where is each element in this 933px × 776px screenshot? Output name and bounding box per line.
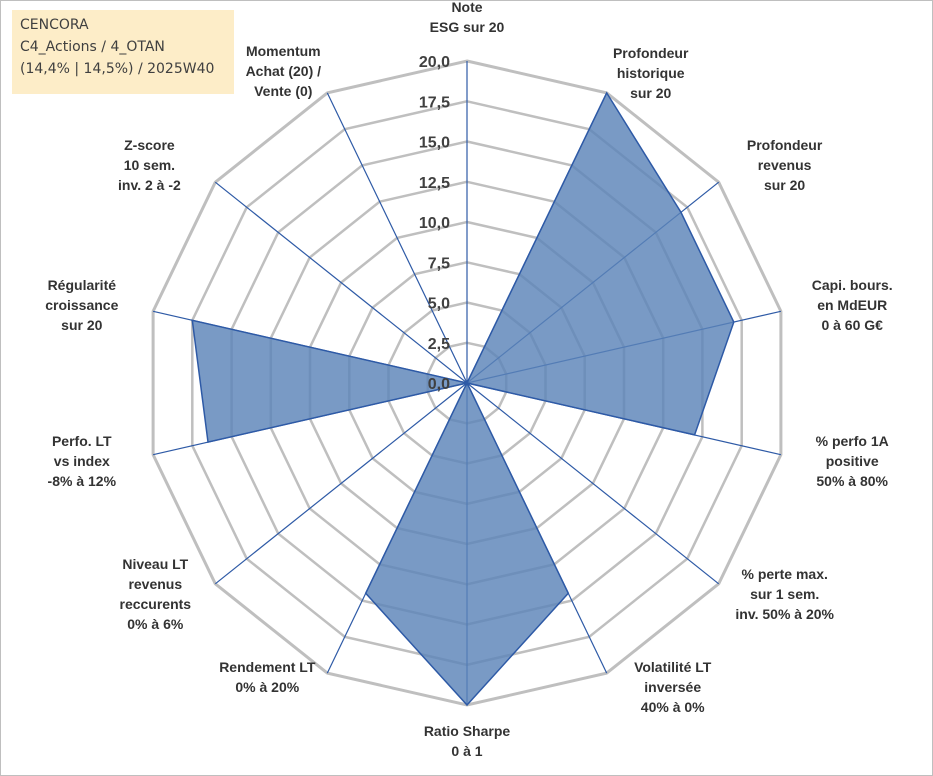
axis-label-line: Capi. bours. <box>812 277 893 293</box>
axis-label-line: 50% à 80% <box>816 473 888 489</box>
axis-label-line: en MdEUR <box>817 297 887 313</box>
axis-label: Capi. bours. en MdEUR 0 à 60 G€ <box>812 277 893 333</box>
axis-label: Profondeur revenus sur 20 <box>747 137 823 193</box>
axis-label-line: sur 20 <box>630 85 671 101</box>
axis-label: % perfo 1A positive 50% à 80% <box>816 433 889 489</box>
axis-label-line: positive <box>826 453 879 469</box>
axis-label-line: 10 sem. <box>124 157 175 173</box>
axis-label-line: 0% à 20% <box>235 679 299 695</box>
axis-spoke <box>214 181 468 384</box>
axis-label-line: % perfo 1A <box>816 433 889 449</box>
axis-label-line: sur 20 <box>61 317 102 333</box>
axis-spoke <box>214 382 468 585</box>
tick-label: 10,0 <box>419 215 450 232</box>
tick-label: 7,5 <box>428 255 450 272</box>
axis-label-line: Vente (0) <box>254 83 312 99</box>
axis-label-line: ESG sur 20 <box>430 19 505 35</box>
axis-label-line: Rendement LT <box>219 659 316 675</box>
tick-label: 17,5 <box>419 94 450 111</box>
axis-label-line: 0% à 6% <box>127 616 184 632</box>
info-score-week: (14,4% | 14,5%) / 2025W40 <box>20 61 215 77</box>
axis-label-line: Profondeur <box>747 137 823 153</box>
axis-label-line: Momentum <box>246 43 321 59</box>
axis-label: Momentum Achat (20) / Vente (0) <box>246 43 322 99</box>
info-box: CENCORA C4_Actions / 4_OTAN (14,4% | 14,… <box>12 10 234 94</box>
axis-label-line: Ratio Sharpe <box>424 723 511 739</box>
axis-label-line: 0 à 60 G€ <box>821 317 883 333</box>
tick-label: 12,5 <box>419 175 450 192</box>
axis-label-line: 0 à 1 <box>451 743 482 759</box>
radar-axis-labels: Note ESG sur 20 Profondeur historique sur 20… <box>45 0 892 759</box>
axis-label-line: inv. 50% à 20% <box>735 606 834 622</box>
axis-label-line: reccurents <box>120 596 192 612</box>
axis-label-line: 40% à 0% <box>641 699 705 715</box>
axis-label-line: inversée <box>644 679 701 695</box>
axis-label: Régularité croissance sur 20 <box>45 277 118 333</box>
axis-label-line: % perte max. <box>742 566 828 582</box>
axis-label: Niveau LT revenus reccurents 0% à 6% <box>120 556 192 632</box>
axis-label: Perfo. LT vs index -8% à 12% <box>48 433 117 489</box>
tick-label: 0,0 <box>428 376 450 393</box>
axis-label-line: sur 1 sem. <box>750 586 819 602</box>
series-area <box>191 91 735 707</box>
axis-label-line: Note <box>451 0 482 15</box>
axis-label: % perte max. sur 1 sem. inv. 50% à 20% <box>735 566 834 622</box>
axis-label-line: croissance <box>45 297 118 313</box>
info-category: C4_Actions / 4_OTAN <box>20 39 165 55</box>
axis-label-line: -8% à 12% <box>48 473 117 489</box>
axis-label-line: inv. 2 à -2 <box>118 177 181 193</box>
axis-label: Rendement LT 0% à 20% <box>219 659 316 695</box>
axis-label-line: sur 20 <box>764 177 805 193</box>
axis-label: Volatilité LT inversée 40% à 0% <box>634 659 712 715</box>
axis-label-line: Niveau LT <box>122 556 188 572</box>
radar-tick-labels: 0,0 2,5 5,0 7,5 10,0 12,5 15,0 17,5 20,0 <box>419 54 450 393</box>
axis-label-line: Perfo. LT <box>52 433 112 449</box>
axis-label-line: Z-score <box>124 137 175 153</box>
axis-label-line: Régularité <box>48 277 117 293</box>
axis-label-line: historique <box>617 65 685 81</box>
axis-label-line: vs index <box>54 453 110 469</box>
axis-label-line: revenus <box>128 576 182 592</box>
tick-label: 20,0 <box>419 54 450 71</box>
axis-label: Note ESG sur 20 <box>430 0 505 35</box>
info-company: CENCORA <box>20 17 89 33</box>
axis-label: Z-score 10 sem. inv. 2 à -2 <box>118 137 181 193</box>
tick-label: 5,0 <box>428 296 450 313</box>
axis-label-line: Achat (20) / <box>246 63 322 79</box>
tick-label: 2,5 <box>428 336 450 353</box>
axis-spoke <box>326 92 468 384</box>
radar-series <box>191 91 735 707</box>
axis-label-line: revenus <box>758 157 812 173</box>
axis-spoke <box>466 382 720 585</box>
axis-label: Ratio Sharpe 0 à 1 <box>424 723 511 759</box>
axis-label-line: Volatilité LT <box>634 659 712 675</box>
axis-label-line: Profondeur <box>613 45 689 61</box>
axis-label: Profondeur historique sur 20 <box>613 45 689 101</box>
tick-label: 15,0 <box>419 135 450 152</box>
